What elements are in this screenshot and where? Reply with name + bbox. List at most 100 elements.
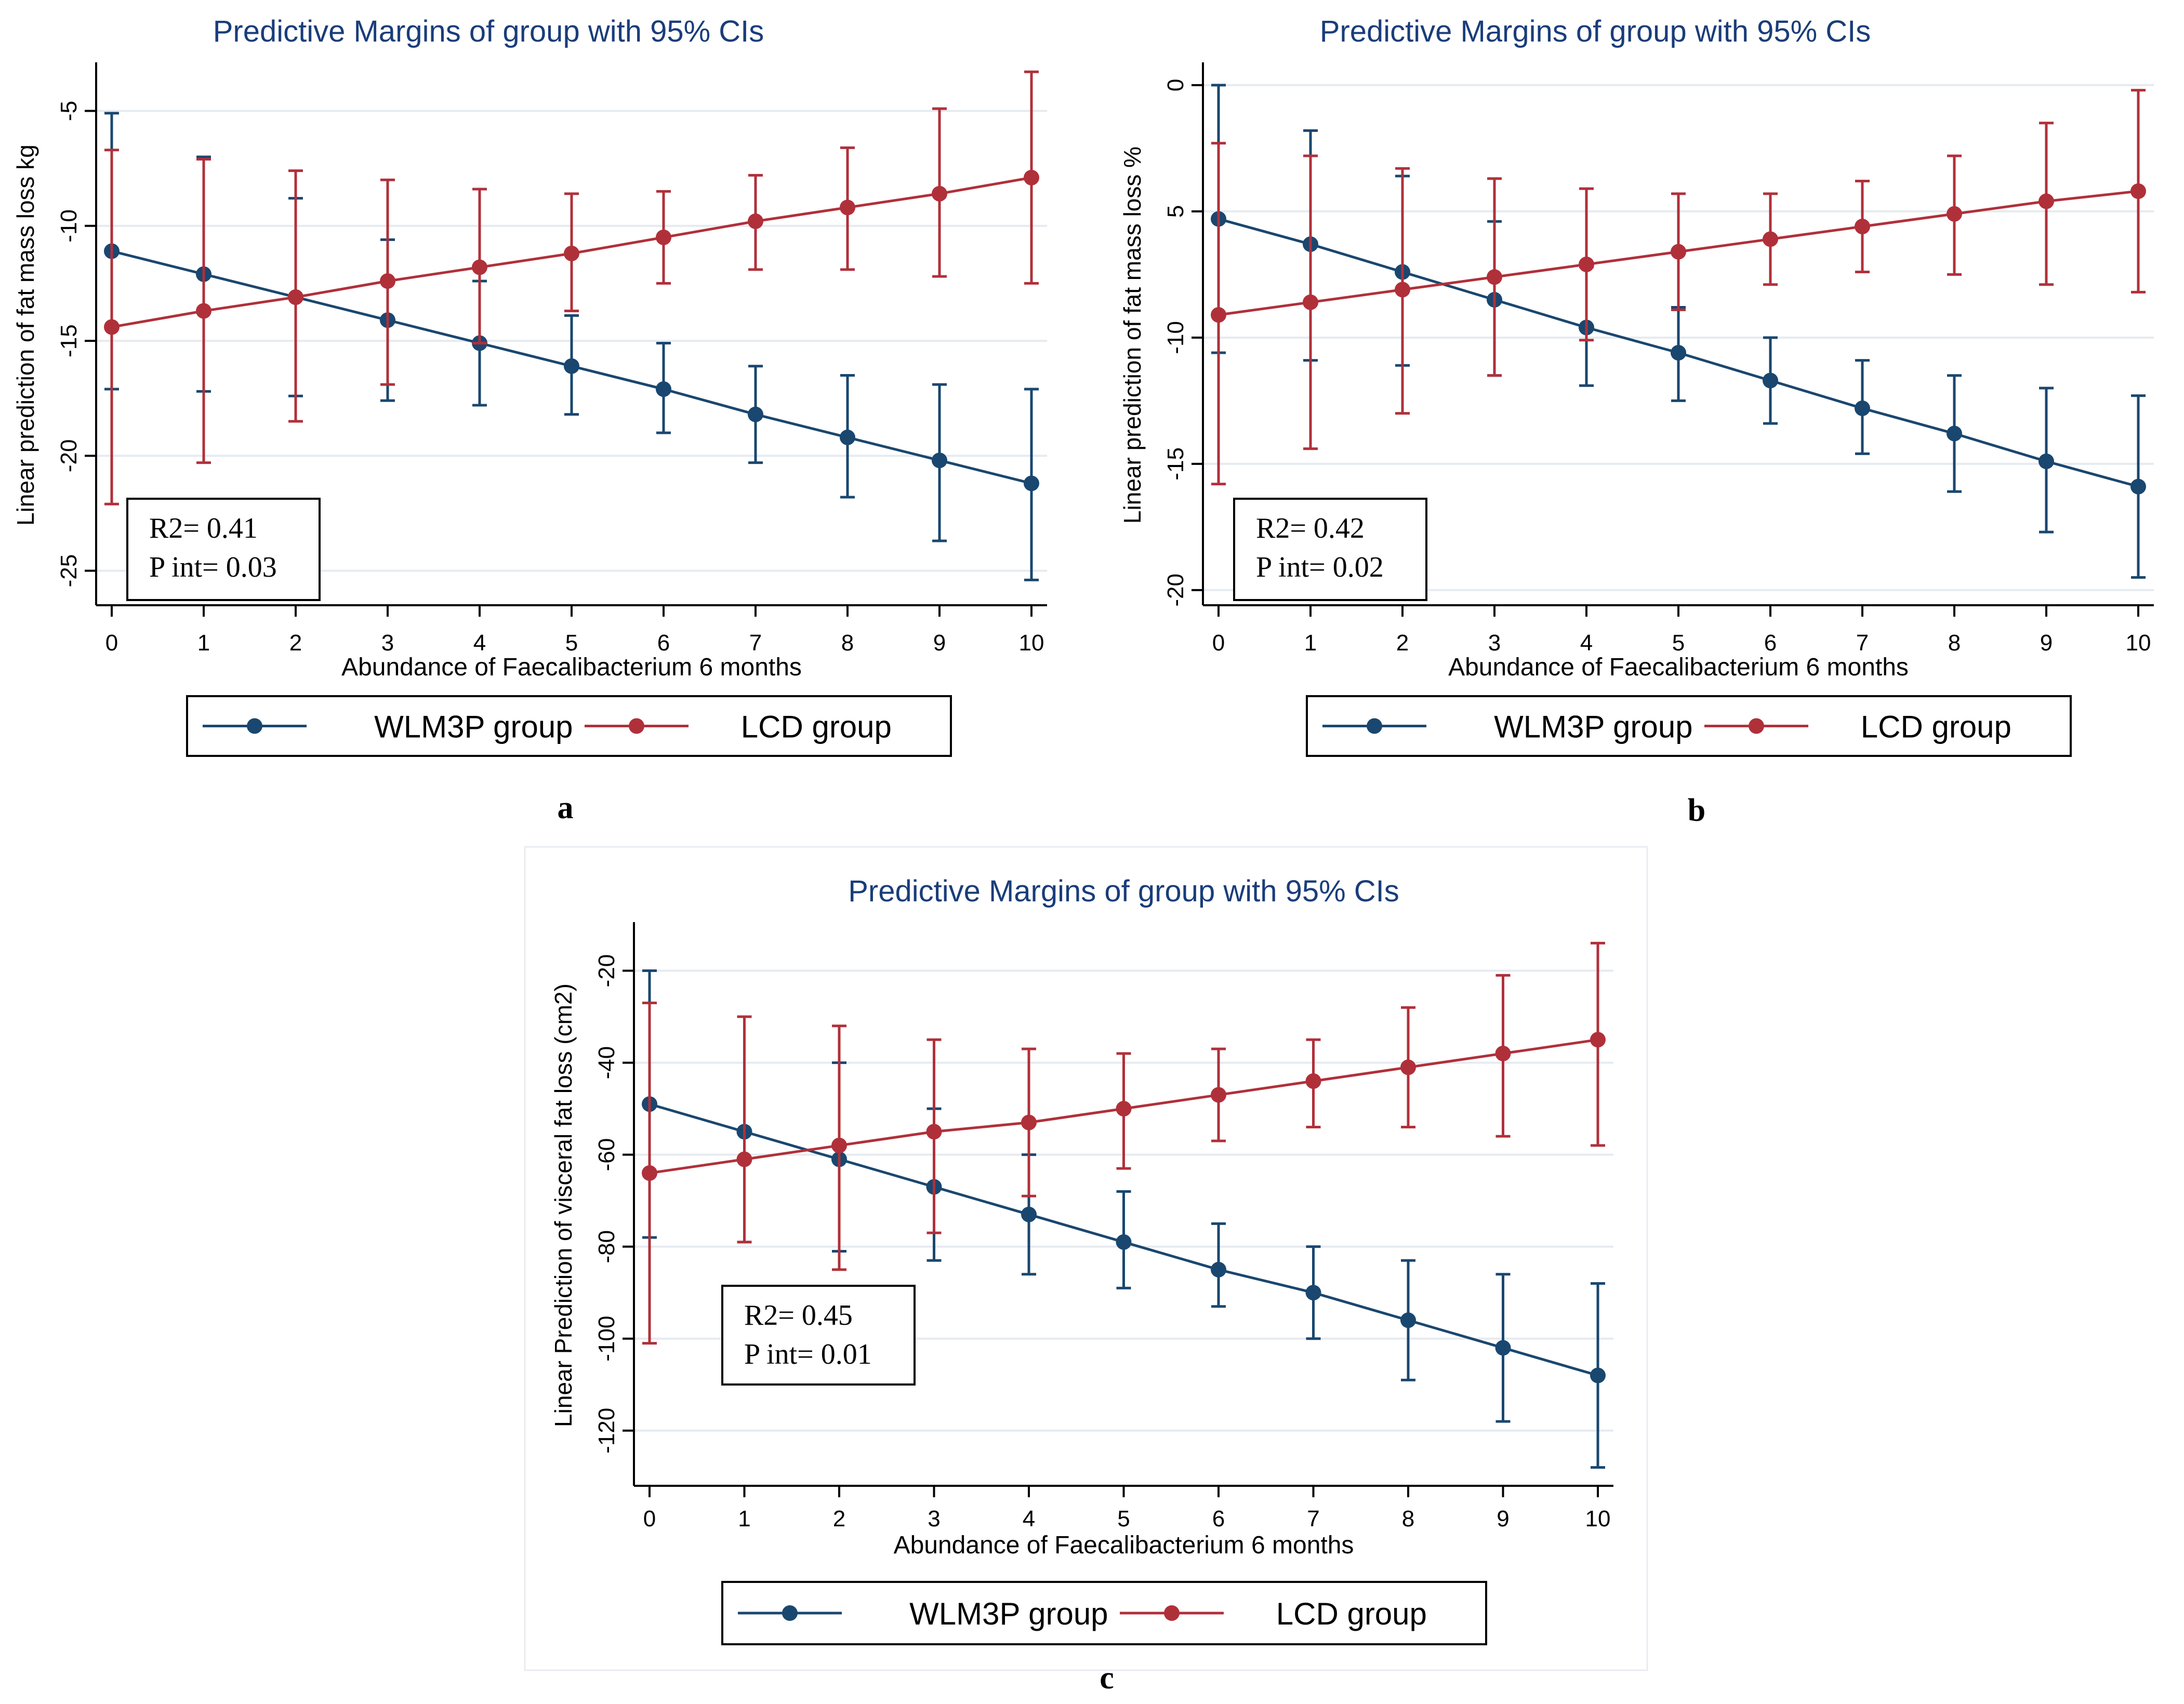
legend-marker bbox=[629, 718, 644, 734]
data-point bbox=[748, 406, 763, 422]
x-tick-label: 4 bbox=[1580, 630, 1593, 656]
x-tick-label: 10 bbox=[2126, 630, 2151, 656]
data-point bbox=[1305, 1073, 1321, 1089]
data-point bbox=[1487, 269, 1502, 285]
data-point bbox=[932, 452, 947, 469]
legend: WLM3P group LCD group bbox=[1306, 695, 2072, 757]
data-point bbox=[642, 1165, 657, 1181]
panel-label: a bbox=[558, 790, 574, 826]
y-tick-label: -20 bbox=[56, 440, 82, 473]
data-point bbox=[736, 1151, 752, 1167]
data-point bbox=[926, 1124, 942, 1140]
legend-entry-wlm3p: WLM3P group bbox=[203, 710, 573, 744]
legend-marker bbox=[782, 1605, 798, 1621]
legend-marker bbox=[247, 718, 262, 734]
y-axis-label: Linear Prediction of visceral fat loss (… bbox=[550, 983, 577, 1427]
x-tick-label: 8 bbox=[841, 630, 854, 656]
x-tick-label: 2 bbox=[289, 630, 302, 656]
series-lcd bbox=[1211, 89, 2146, 486]
legend-label: WLM3P group bbox=[909, 1596, 1108, 1631]
legend-label: LCD group bbox=[1276, 1596, 1427, 1631]
chart-title: Predictive Margins of group with 95% CIs bbox=[1320, 15, 1871, 48]
x-tick-label: 10 bbox=[1019, 630, 1044, 656]
legend-label: WLM3P group bbox=[374, 710, 573, 744]
legend-entry-wlm3p: WLM3P group bbox=[1322, 710, 1693, 744]
data-point bbox=[2130, 478, 2146, 495]
x-tick-label: 4 bbox=[473, 630, 486, 656]
x-tick-label: 8 bbox=[1402, 1506, 1414, 1532]
data-point bbox=[380, 273, 395, 289]
data-point bbox=[1116, 1234, 1132, 1250]
x-tick-label: 9 bbox=[933, 630, 946, 656]
x-tick-label: 9 bbox=[1497, 1506, 1509, 1532]
panel-label: b bbox=[1688, 793, 1705, 828]
data-point bbox=[1947, 425, 1962, 442]
stats-annotation: R2= 0.42 P int= 0.02 bbox=[1233, 498, 1427, 601]
data-point bbox=[196, 303, 211, 319]
series-wlm3p bbox=[642, 969, 1606, 1469]
data-point bbox=[1763, 372, 1778, 389]
data-point bbox=[1671, 345, 1686, 361]
data-point bbox=[1021, 1114, 1037, 1130]
x-axis-label: Abundance of Faecalibacterium 6 months bbox=[1448, 654, 1909, 681]
annotation-r2: R2= 0.41 bbox=[149, 512, 258, 544]
series-lcd bbox=[642, 941, 1606, 1345]
data-point bbox=[1395, 282, 1410, 298]
x-tick-label: 6 bbox=[1764, 630, 1777, 656]
legend-marker bbox=[1367, 718, 1382, 734]
annotation-box bbox=[1233, 498, 1427, 601]
legend-box bbox=[1306, 695, 2072, 757]
y-tick-label: 5 bbox=[1163, 205, 1188, 218]
x-tick-label: 6 bbox=[657, 630, 670, 656]
panel-a: -5 -10 -15 -20 -25 0 1 2 3 4 5 6 7 8 9 10 Predictive Mar… bbox=[12, 15, 1047, 826]
data-point bbox=[1763, 231, 1778, 247]
y-tick-label: -100 bbox=[594, 1316, 619, 1362]
annotation-pint: P int= 0.02 bbox=[1256, 551, 1384, 583]
panel-c: -20 -40 -60 -80 -100 -120 0 1 2 3 4 5 6 7 8 9 10 Predicti… bbox=[524, 846, 1648, 1696]
legend-box bbox=[721, 1581, 1487, 1645]
x-axis-label: Abundance of Faecalibacterium 6 months bbox=[341, 654, 802, 681]
data-point bbox=[1303, 294, 1318, 310]
y-tick-label: -15 bbox=[1163, 447, 1188, 481]
y-axis-label: Linear prediction of fat mass loss % bbox=[1119, 147, 1146, 524]
data-point bbox=[840, 199, 855, 216]
x-tick-label: 5 bbox=[565, 630, 578, 656]
x-tick-label: 2 bbox=[1396, 630, 1409, 656]
x-tick-label: 9 bbox=[2040, 630, 2053, 656]
data-point bbox=[831, 1137, 847, 1153]
x-tick-label: 4 bbox=[1023, 1506, 1035, 1532]
data-point bbox=[1024, 475, 1039, 491]
x-tick-label: 7 bbox=[1856, 630, 1869, 656]
data-point bbox=[1305, 1285, 1321, 1301]
y-tick-label: -25 bbox=[56, 554, 82, 588]
data-point bbox=[932, 185, 947, 202]
data-point bbox=[1495, 1340, 1511, 1356]
x-tick-label: 0 bbox=[105, 630, 118, 656]
legend-entry-lcd: LCD group bbox=[1704, 710, 2011, 744]
x-tick-label: 7 bbox=[749, 630, 762, 656]
y-tick-label: -10 bbox=[1163, 321, 1188, 354]
annotation-r2: R2= 0.42 bbox=[1256, 512, 1365, 544]
y-axis-label: Linear prediction of fat mass loss kg bbox=[12, 144, 39, 526]
data-point bbox=[1021, 1206, 1037, 1222]
data-point bbox=[1400, 1059, 1416, 1075]
data-point bbox=[1590, 1367, 1606, 1383]
annotation-box bbox=[721, 1285, 916, 1386]
x-tick-label: 5 bbox=[1117, 1506, 1130, 1532]
data-point bbox=[564, 358, 579, 374]
data-point bbox=[748, 213, 763, 229]
x-axis-label: Abundance of Faecalibacterium 6 months bbox=[894, 1532, 1354, 1559]
x-tick-label: 3 bbox=[1488, 630, 1501, 656]
data-point bbox=[1211, 1261, 1226, 1277]
data-point bbox=[2130, 183, 2146, 199]
data-point bbox=[2039, 453, 2054, 469]
x-tick-label: 6 bbox=[1212, 1506, 1225, 1532]
data-point bbox=[1579, 256, 1594, 272]
y-tick-label: -120 bbox=[594, 1408, 619, 1454]
stats-annotation: R2= 0.41 P int= 0.03 bbox=[126, 498, 321, 601]
data-point bbox=[840, 429, 855, 445]
legend-label: LCD group bbox=[1861, 710, 2011, 744]
data-point bbox=[104, 319, 120, 335]
x-tick-label: 8 bbox=[1948, 630, 1961, 656]
